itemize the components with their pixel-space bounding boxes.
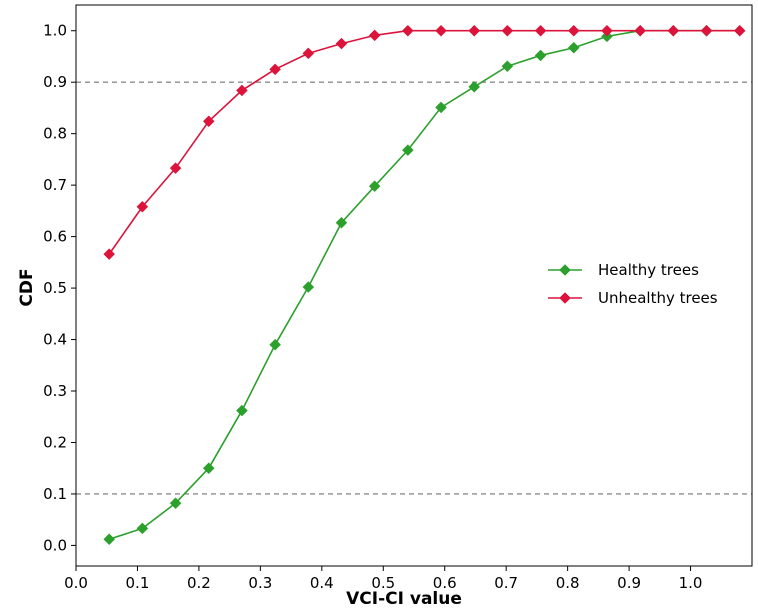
plot-area-frame [75,4,753,567]
data-point [534,49,547,62]
data-point [335,216,348,229]
data-point [402,144,414,156]
data-point [567,41,580,54]
y-tick-label: 0.5 [43,279,67,297]
x-tick-label: 0.8 [556,574,580,592]
data-point [169,497,182,510]
data-point [468,24,481,37]
legend-marker [559,292,571,304]
x-tick-label: 0.6 [433,574,457,592]
legend-marker [559,264,571,276]
data-point [435,24,447,37]
legend-label: Healthy trees [598,261,699,279]
x-tick-label: 0.9 [617,574,641,592]
data-point [733,24,746,37]
x-axis-title: VCI-CI value [346,589,462,609]
y-tick-label: 0.6 [43,228,67,246]
y-tick-label: 1.0 [43,22,67,40]
data-point [501,24,514,37]
series-line [108,29,740,255]
legend-label: Unhealthy trees [598,289,718,307]
y-tick-label: 0.4 [43,331,67,349]
data-point [335,37,348,50]
data-point [236,404,248,417]
y-tick-label: 0.0 [43,536,67,554]
data-point [202,115,215,128]
data-point [103,248,116,260]
data-point [601,24,613,37]
data-point [634,24,647,37]
data-point [169,162,182,175]
data-point [269,63,281,76]
data-point [468,80,481,93]
x-tick-label: 0.5 [371,574,395,592]
data-point [136,200,149,213]
data-point [435,101,447,114]
y-axis: 0.0 0.1 0.2 0.3 0.4 0.5 0.6 0.7 0.8 0.9 1.0 [43,22,76,554]
x-tick-label: 0.3 [248,574,272,592]
data-point [700,24,713,37]
y-tick-label: 0.9 [43,73,67,91]
data-point [534,24,547,37]
legend-item: Unhealthy trees [548,289,718,307]
data-point [368,180,381,193]
series-line [108,29,740,540]
data-point [103,533,116,546]
data-point [202,462,215,475]
data-point [402,24,414,37]
y-axis-title: CDF [17,268,37,306]
data-point [302,47,315,60]
data-point [368,29,381,42]
series-layer [103,24,746,546]
y-tick-label: 0.7 [43,176,67,194]
data-point [236,84,248,97]
series-healthy-trees [103,24,746,546]
data-point [567,24,580,37]
reference-lines [76,81,752,495]
x-tick-label: 0.0 [64,574,88,592]
x-tick-label: 1.0 [679,574,703,592]
data-point [501,60,514,73]
series-unhealthy-trees [103,24,746,260]
data-point [269,338,281,351]
x-tick-label: 0.2 [187,574,211,592]
data-point [667,24,680,37]
x-tick-label: 0.1 [126,574,150,592]
x-tick-label: 0.4 [310,574,334,592]
data-point [302,281,315,293]
x-axis: 0.0 0.1 0.2 0.3 0.4 0.5 0.6 0.7 0.8 0.9 1.0 [64,566,702,592]
y-tick-label: 0.8 [43,125,67,143]
x-tick-label: 0.7 [494,574,518,592]
data-point [136,522,149,535]
legend-item: Healthy trees [548,261,699,279]
y-tick-label: 0.2 [43,433,67,451]
y-tick-label: 0.1 [43,485,67,503]
y-tick-label: 0.3 [43,382,67,400]
legend: Healthy trees Unhealthy trees [548,261,718,307]
